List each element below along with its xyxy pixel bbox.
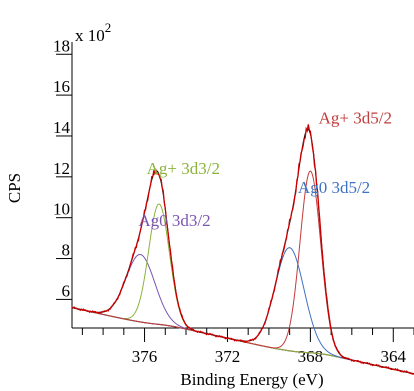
y-scale-base: x 10 — [75, 26, 105, 45]
y-tick-label-5: 16 — [53, 77, 70, 96]
y-tick-label-1: 8 — [62, 241, 71, 260]
y-scale-label: x 102 — [75, 20, 111, 45]
y-axis-label: CPS — [5, 173, 24, 203]
annotation-1: Ag0 3d3/2 — [138, 211, 210, 230]
y-scale-exponent: 2 — [105, 20, 112, 35]
component-line-1 — [71, 203, 414, 375]
component-line-0 — [71, 254, 414, 375]
peak-annotations: Ag+ 3d3/2 Ag0 3d3/2 Ag0 3d5/2 Ag+ 3d5/2 — [138, 109, 392, 230]
axes — [71, 42, 414, 329]
x-tick-label-1: 372 — [215, 347, 241, 366]
component-line-3 — [71, 170, 414, 375]
x-tick-label-2: 368 — [298, 347, 324, 366]
x-tick-label-0: 376 — [132, 347, 158, 366]
ticks: 6 8 10 12 14 16 18 376 372 368 364 — [53, 36, 414, 366]
y-tick-label-4: 14 — [53, 118, 71, 137]
measured-spectrum-line — [71, 124, 414, 376]
series-lines — [71, 124, 414, 376]
fit-envelope-line — [71, 128, 414, 375]
annotation-3: Ag+ 3d5/2 — [319, 109, 392, 128]
y-tick-label-2: 10 — [53, 200, 70, 219]
y-tick-label-6: 18 — [53, 36, 70, 55]
annotation-2: Ag0 3d5/2 — [298, 178, 370, 197]
x-axis-label: Binding Energy (eV) — [180, 370, 323, 389]
x-tick-label-3: 364 — [381, 347, 407, 366]
y-tick-label-0: 6 — [62, 281, 71, 300]
y-tick-label-3: 12 — [53, 159, 70, 178]
component-line-2 — [71, 247, 414, 375]
annotation-0: Ag+ 3d3/2 — [147, 159, 220, 178]
